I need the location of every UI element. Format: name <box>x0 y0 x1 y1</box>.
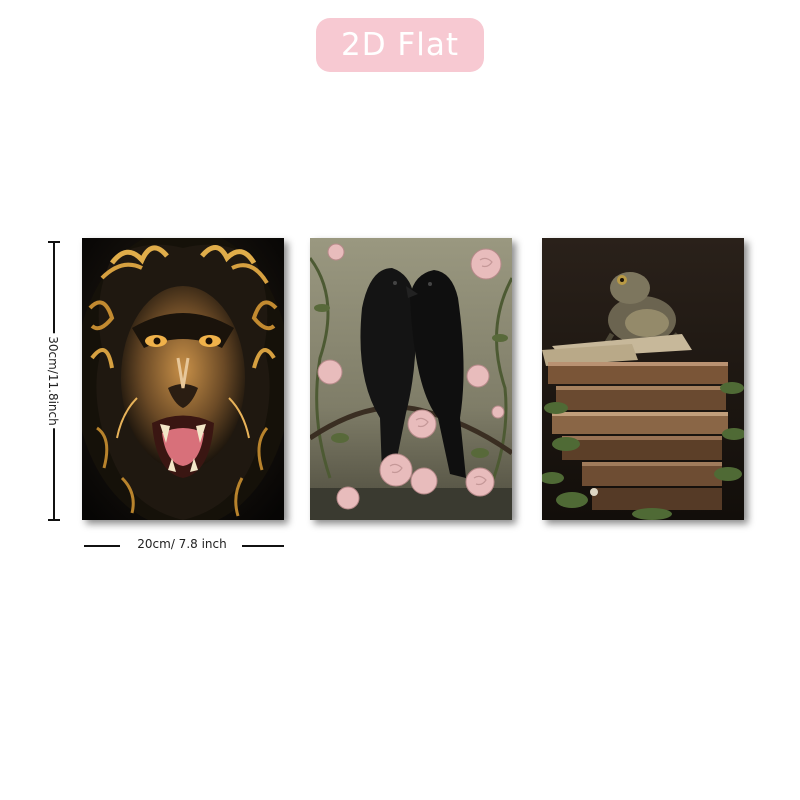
ravens-illustration <box>310 238 512 520</box>
height-dimension-top-cap <box>48 241 60 243</box>
ravens-painting-panel <box>310 238 512 520</box>
toad-painting-panel <box>542 238 744 520</box>
height-dimension-label: 30cm/11.8inch <box>46 333 60 429</box>
toad-illustration <box>542 238 744 520</box>
width-dimension-label: 20cm/ 7.8 inch <box>137 537 227 551</box>
width-dimension-line-left <box>84 545 120 547</box>
height-dimension-bottom-cap <box>48 519 60 521</box>
product-type-badge: 2D Flat <box>316 18 484 72</box>
lion-illustration <box>82 238 284 520</box>
width-dimension-line-right <box>242 545 284 547</box>
lion-painting-panel <box>82 238 284 520</box>
